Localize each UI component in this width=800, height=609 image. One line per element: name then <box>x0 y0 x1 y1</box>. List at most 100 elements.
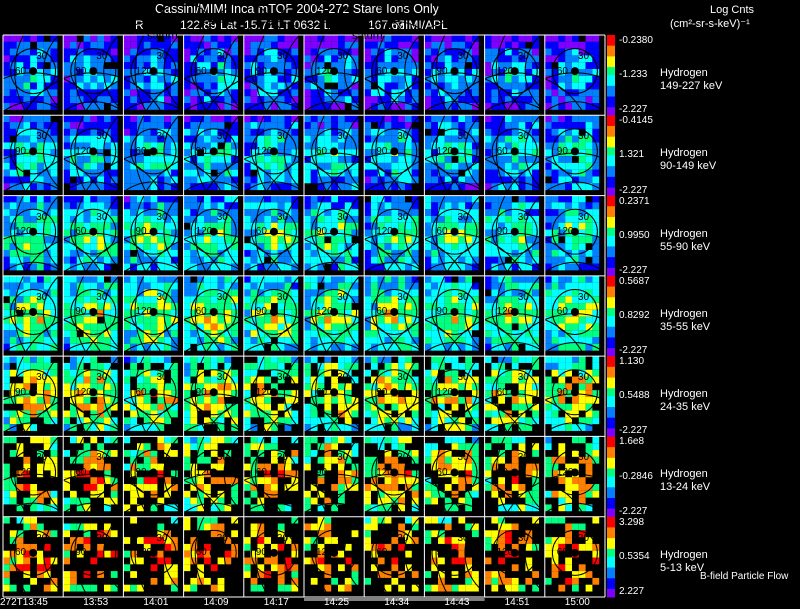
colorbar <box>607 356 615 437</box>
contour-label: 120 <box>436 386 454 398</box>
contour-label: 120 <box>496 547 514 559</box>
contour-label: 30 <box>276 131 289 143</box>
colorbar <box>607 516 615 598</box>
contour-label: 30 <box>36 51 48 63</box>
colorbar-mid-label: -1.233 <box>619 69 648 81</box>
colorbar <box>607 35 615 116</box>
species-label: Hydrogen <box>660 548 708 561</box>
time-tick-label: 14:09 <box>203 597 229 608</box>
contour-label: 60 <box>195 547 207 559</box>
colorbar-max-label: 1.6e8 <box>619 436 645 448</box>
contour-label: 30 <box>96 131 108 143</box>
contour-label: 30 <box>216 372 228 384</box>
contour-label: 90 <box>135 466 147 478</box>
contour-label: 120 <box>376 466 393 478</box>
contour-label: 30 <box>276 51 289 63</box>
contour-label: 90 <box>195 386 207 398</box>
contour-label: 30 <box>517 532 529 544</box>
contour-label: 30 <box>397 291 409 303</box>
heatmap-panel <box>495 0 655 151</box>
contour-label: 30 <box>96 532 108 544</box>
colorbar-max-label: 0.2371 <box>619 195 650 207</box>
energy-label: 13-24 keV <box>660 481 711 494</box>
contour-label: 30 <box>397 51 409 63</box>
contour-label: 30 <box>337 291 349 303</box>
contour-label: 60 <box>255 466 267 478</box>
contour-label: 120 <box>316 547 333 559</box>
contour-label: 90 <box>255 547 267 559</box>
colorbar-min-label: -2.227 <box>619 104 648 116</box>
colorbar-max-label: 0.5687 <box>619 275 650 287</box>
center-marker <box>390 67 399 76</box>
heatmap-panel <box>14 393 173 552</box>
contour-label: 30 <box>276 291 289 303</box>
contour-label: 90 <box>376 145 388 157</box>
contour-label: 30 <box>457 131 469 143</box>
contour-label: 120 <box>255 386 273 398</box>
contour-label: 120 <box>436 145 454 157</box>
contour-label: 90 <box>255 306 267 318</box>
heatmap-panel <box>375 0 534 151</box>
contour-label: 90 <box>195 145 207 157</box>
time-tick-label: 14:17 <box>263 597 289 608</box>
center-marker <box>450 307 459 316</box>
species-label: Hydrogen <box>660 147 708 160</box>
time-tick-label: 272T13:45 <box>0 597 48 608</box>
contour-label: 30 <box>156 51 168 63</box>
contour-label: 30 <box>156 291 168 303</box>
contour-label: 90 <box>436 306 448 318</box>
center-marker <box>330 388 339 397</box>
heatmap-panel <box>14 473 173 609</box>
center-marker <box>209 147 218 156</box>
center-marker <box>390 548 399 557</box>
heatmap-panel <box>495 152 655 311</box>
colorbar-min-label: -2.227 <box>619 184 648 196</box>
center-marker <box>269 307 278 316</box>
contour-label: 30 <box>337 372 349 384</box>
contour-label: 90 <box>376 386 388 398</box>
center-marker <box>269 468 278 477</box>
center-marker <box>89 468 98 477</box>
contour-label: 30 <box>397 211 409 223</box>
colorbar-min-label: -2.227 <box>619 345 648 357</box>
center-marker <box>570 548 579 557</box>
bfield-legend: B-field Particle Flow <box>700 571 789 582</box>
contour-label: 30 <box>517 51 529 63</box>
contour-label: 30 <box>36 211 48 223</box>
contour-label: 60 <box>316 145 328 157</box>
energy-label: 24-35 keV <box>660 401 711 414</box>
colorbar-max-label: -0.2380 <box>619 35 653 46</box>
contour-label: 60 <box>556 65 568 77</box>
colorbar-mid-label: 0.8292 <box>619 310 650 321</box>
center-marker <box>390 388 399 397</box>
colorbar-mid-label: 0.5488 <box>619 390 650 402</box>
contour-label: 60 <box>195 65 207 77</box>
center-marker <box>570 147 579 156</box>
contour-label: 120 <box>75 386 92 398</box>
saturn-label: saturn <box>147 30 178 42</box>
heatmap-panel <box>194 473 354 609</box>
contour-label: 30 <box>397 532 409 544</box>
contour-label: 30 <box>397 131 409 143</box>
center-marker <box>29 307 38 316</box>
center-marker <box>330 468 339 477</box>
center-marker <box>269 67 278 76</box>
colorbar-mid-label: 0.9950 <box>619 229 650 241</box>
contour-label: 120 <box>556 466 574 478</box>
center-marker <box>209 548 218 557</box>
colorbar <box>607 275 615 357</box>
contour-label: 60 <box>15 306 27 318</box>
center-marker <box>209 388 218 397</box>
contour-label: 30 <box>577 291 590 303</box>
contour-label: 90 <box>75 65 87 77</box>
contour-label: 90 <box>255 65 267 77</box>
heatmap-panel <box>495 473 655 609</box>
contour-label: 60 <box>195 306 207 318</box>
heatmap-panel <box>134 232 293 392</box>
contour-label: 90 <box>15 145 27 157</box>
contour-label: 60 <box>255 226 267 238</box>
contour-label: 30 <box>216 211 228 223</box>
colorbar-max-label: 1.130 <box>619 356 645 368</box>
energy-label: 55-90 keV <box>660 240 711 253</box>
